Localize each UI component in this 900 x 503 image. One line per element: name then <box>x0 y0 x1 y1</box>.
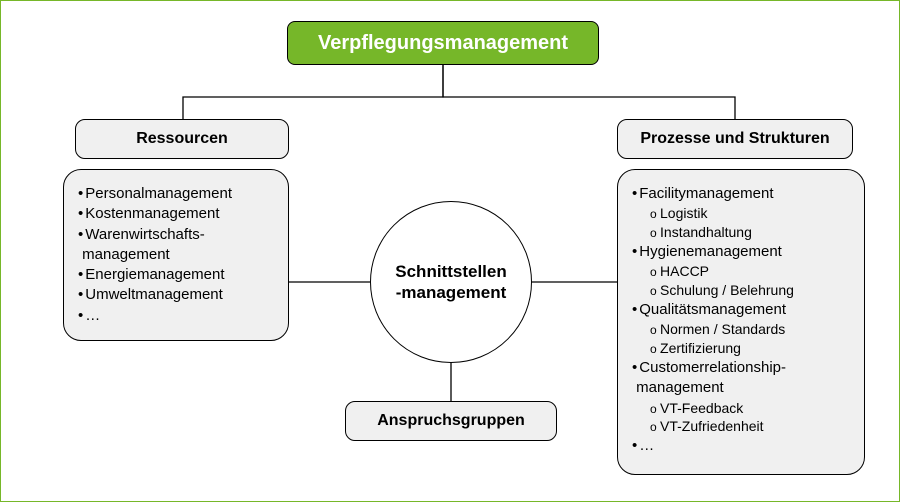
sub-item: VT-Feedback <box>650 399 856 418</box>
node-bottom: Anspruchsgruppen <box>345 401 557 441</box>
sub-item: Instandhaltung <box>650 223 856 242</box>
list-item: Energiemanagement <box>78 265 280 285</box>
list-item: Facilitymanagement Logistik Instandhaltu… <box>632 184 856 242</box>
list-item: … <box>632 436 856 456</box>
circle-line2: -management <box>396 283 507 302</box>
list-item: … <box>78 306 280 326</box>
sub-item: Zertifizierung <box>650 339 856 358</box>
sub-item: Normen / Standards <box>650 320 856 339</box>
connector-top-right <box>443 65 735 119</box>
list-item: Umweltmanagement <box>78 285 280 305</box>
node-bottom-label: Anspruchsgruppen <box>377 412 525 430</box>
node-top-label: Verpflegungsmanagement <box>318 32 568 55</box>
node-left-title-label: Ressourcen <box>136 130 228 148</box>
list-item: Warenwirtschafts- management <box>78 225 280 266</box>
diagram-frame: { "type": "org-chart", "canvas": { "widt… <box>0 0 900 502</box>
circle-line1: Schnittstellen <box>395 262 506 281</box>
sub-item: Schulung / Belehrung <box>650 281 856 300</box>
node-top: Verpflegungsmanagement <box>287 21 599 65</box>
sub-item: VT-Zufriedenheit <box>650 417 856 436</box>
right-list: Facilitymanagement Logistik Instandhaltu… <box>632 184 856 457</box>
list-item: Qualitätsmanagement Normen / Standards Z… <box>632 300 856 358</box>
node-right-title: Prozesse und Strukturen <box>617 119 853 159</box>
left-list: Personalmanagement Kostenmanagement Ware… <box>78 184 280 326</box>
node-right-title-label: Prozesse und Strukturen <box>640 130 829 148</box>
list-item: Hygienemanagement HACCP Schulung / Beleh… <box>632 242 856 300</box>
node-right-content: Facilitymanagement Logistik Instandhaltu… <box>617 169 865 475</box>
connector-top-left <box>183 65 443 119</box>
sub-item: Logistik <box>650 204 856 223</box>
node-left-content: Personalmanagement Kostenmanagement Ware… <box>63 169 289 341</box>
node-left-title: Ressourcen <box>75 119 289 159</box>
list-item: Customerrelationship- management VT-Feed… <box>632 358 856 436</box>
node-center-circle: Schnittstellen -management <box>370 201 532 363</box>
list-item: Personalmanagement <box>78 184 280 204</box>
sub-item: HACCP <box>650 262 856 281</box>
list-item: Kostenmanagement <box>78 204 280 224</box>
